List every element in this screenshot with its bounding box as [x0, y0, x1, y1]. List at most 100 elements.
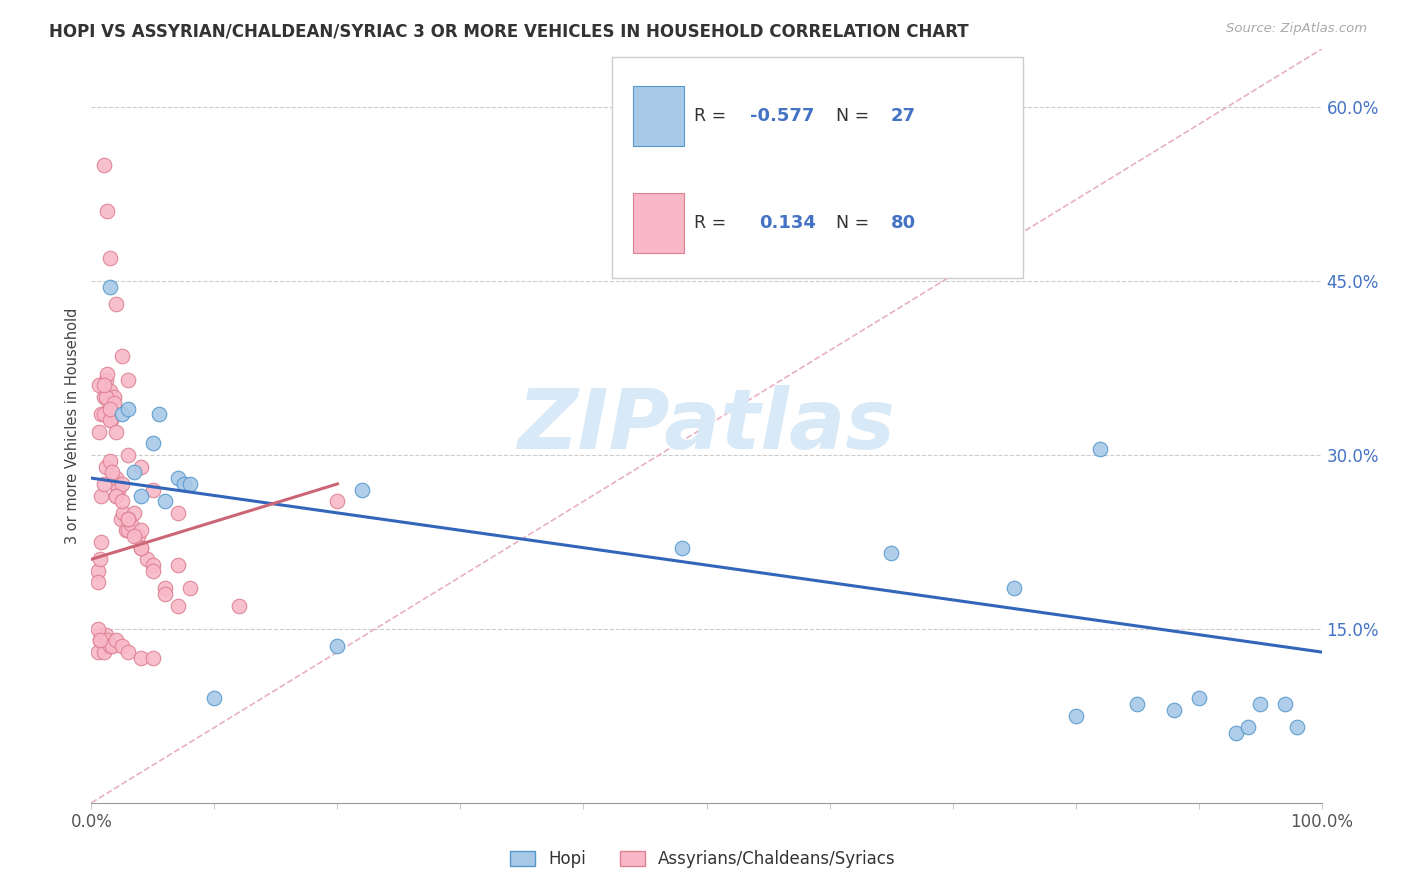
- Text: -0.577: -0.577: [749, 107, 814, 125]
- Point: [89, 633, 111, 648]
- Point: [105, 297, 127, 311]
- Point: [98, 639, 121, 653]
- Point: [101, 639, 124, 653]
- Point: [1088, 442, 1111, 457]
- Point: [105, 425, 127, 439]
- Point: [166, 558, 188, 573]
- Point: [98, 413, 121, 427]
- Point: [124, 529, 146, 543]
- Point: [142, 651, 165, 665]
- Point: [93, 158, 115, 172]
- Point: [117, 448, 139, 462]
- Point: [111, 407, 134, 422]
- Point: [103, 390, 125, 404]
- Point: [90, 407, 112, 422]
- Point: [114, 523, 138, 537]
- Point: [129, 541, 152, 555]
- Point: [228, 599, 250, 613]
- Point: [90, 535, 112, 549]
- Point: [129, 489, 152, 503]
- Point: [135, 552, 157, 566]
- Point: [148, 407, 170, 422]
- Point: [105, 489, 127, 503]
- Text: R =: R =: [695, 214, 738, 232]
- Point: [671, 541, 693, 555]
- Point: [129, 651, 152, 665]
- Point: [107, 483, 129, 497]
- Point: [111, 494, 134, 508]
- Text: N =: N =: [835, 214, 875, 232]
- Point: [120, 517, 142, 532]
- Text: 27: 27: [891, 107, 917, 125]
- Point: [103, 396, 125, 410]
- Point: [96, 628, 117, 642]
- Point: [96, 373, 117, 387]
- Point: [111, 477, 134, 491]
- Point: [1187, 691, 1209, 706]
- Point: [86, 575, 108, 590]
- Point: [86, 645, 108, 659]
- Point: [86, 564, 108, 578]
- Point: [97, 396, 120, 410]
- Point: [117, 512, 139, 526]
- Text: N =: N =: [835, 107, 875, 125]
- Text: Source: ZipAtlas.com: Source: ZipAtlas.com: [1226, 22, 1367, 36]
- Point: [98, 401, 121, 416]
- Point: [93, 407, 115, 422]
- Point: [93, 378, 115, 392]
- Point: [179, 582, 201, 596]
- Point: [87, 425, 110, 439]
- Point: [98, 280, 121, 294]
- Point: [1285, 721, 1308, 735]
- Point: [90, 628, 112, 642]
- Point: [117, 523, 139, 537]
- Point: [1163, 703, 1185, 717]
- Point: [142, 564, 165, 578]
- Text: HOPI VS ASSYRIAN/CHALDEAN/SYRIAC 3 OR MORE VEHICLES IN HOUSEHOLD CORRELATION CHA: HOPI VS ASSYRIAN/CHALDEAN/SYRIAC 3 OR MO…: [49, 22, 969, 40]
- Legend: Hopi, Assyrians/Chaldeans/Syriacs: Hopi, Assyrians/Chaldeans/Syriacs: [503, 844, 903, 875]
- Point: [96, 204, 118, 219]
- Text: R =: R =: [695, 107, 733, 125]
- Point: [1249, 698, 1271, 712]
- Point: [105, 471, 127, 485]
- Point: [105, 633, 127, 648]
- Point: [1237, 721, 1260, 735]
- Point: [326, 639, 349, 653]
- Point: [93, 477, 115, 491]
- Point: [93, 390, 115, 404]
- Point: [117, 401, 139, 416]
- Point: [166, 471, 188, 485]
- Y-axis label: 3 or more Vehicles in Household: 3 or more Vehicles in Household: [65, 308, 80, 544]
- Point: [173, 477, 195, 491]
- Point: [111, 639, 134, 653]
- Point: [166, 506, 188, 520]
- Point: [153, 582, 177, 596]
- Point: [98, 251, 121, 265]
- Point: [166, 599, 188, 613]
- Point: [142, 558, 165, 573]
- Point: [93, 645, 115, 659]
- Point: [129, 541, 152, 555]
- Point: [179, 477, 201, 491]
- Text: 0.134: 0.134: [759, 214, 817, 232]
- Point: [1274, 698, 1296, 712]
- Point: [87, 378, 110, 392]
- Point: [1002, 582, 1025, 596]
- Point: [100, 413, 122, 427]
- Point: [96, 390, 117, 404]
- Point: [111, 350, 134, 364]
- Point: [202, 691, 225, 706]
- Point: [1225, 726, 1247, 740]
- Point: [129, 459, 152, 474]
- Point: [129, 523, 152, 537]
- Point: [880, 546, 903, 561]
- FancyBboxPatch shape: [633, 193, 685, 253]
- Point: [1064, 708, 1087, 723]
- Text: ZIPatlas: ZIPatlas: [517, 385, 896, 467]
- Point: [142, 436, 165, 450]
- Point: [96, 367, 118, 381]
- Text: 80: 80: [891, 214, 917, 232]
- Point: [326, 494, 349, 508]
- Point: [110, 512, 132, 526]
- Point: [117, 512, 139, 526]
